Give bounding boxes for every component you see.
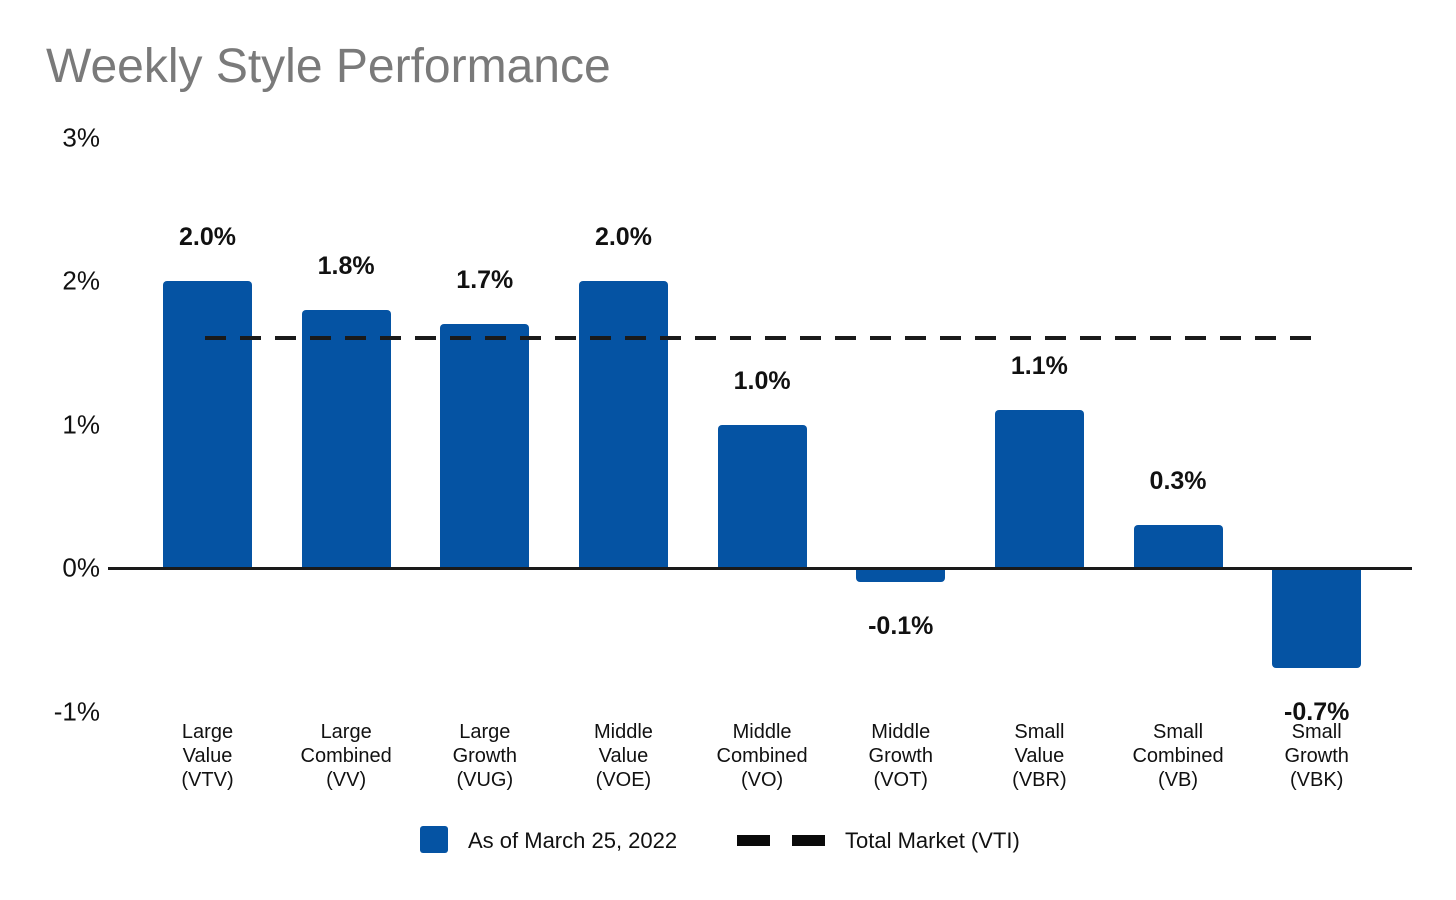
- bar-value-label: 1.0%: [733, 366, 791, 395]
- benchmark-dashed-line: [205, 336, 1315, 341]
- y-axis-tick-label: 1%: [62, 409, 100, 439]
- zero-axis-line: [108, 566, 1412, 570]
- y-axis-tick-label: 0%: [62, 552, 100, 583]
- legend-dash-icon: [737, 835, 770, 846]
- x-category-label: Small Growth (VBK): [1284, 721, 1349, 791]
- y-axis-tick-label: 3%: [62, 122, 100, 152]
- bar-value-label: 0.3%: [1149, 466, 1207, 495]
- bar: [994, 410, 1084, 568]
- bar-value-label: 2.0%: [179, 223, 236, 251]
- y-axis-tick-label: 2%: [62, 265, 100, 296]
- bar-value-label: 1.8%: [317, 251, 375, 280]
- bar-value-label: 1.7%: [456, 266, 514, 295]
- bar: [301, 309, 391, 568]
- legend-series-label: As of March 25, 2022: [468, 828, 678, 853]
- bar: [578, 281, 668, 568]
- bar: [440, 324, 530, 568]
- chart-title: Weekly Style Performance: [46, 40, 611, 93]
- x-category-label: Small Combined (VB): [1132, 721, 1224, 791]
- x-category-label: Middle Growth (VOT): [868, 721, 933, 791]
- y-axis-tick-label: -1%: [53, 696, 100, 726]
- x-category-label: Middle Combined (VO): [716, 721, 808, 791]
- legend-bar-swatch-icon: [420, 826, 448, 853]
- bar: [1272, 568, 1362, 669]
- legend-dash-icon: [792, 835, 825, 846]
- x-category-label: Large Combined (VV): [300, 721, 392, 791]
- bar: [1133, 524, 1223, 568]
- bar: [856, 568, 946, 583]
- bar-value-label: -0.7%: [1284, 698, 1350, 727]
- x-category-label: Small Value (VBR): [1012, 721, 1067, 791]
- bar-value-label: -0.1%: [868, 612, 934, 641]
- bar-value-label: 1.1%: [1010, 352, 1068, 381]
- x-category-label: Middle Value (VOE): [593, 721, 653, 791]
- bar: [163, 281, 252, 568]
- bar-value-label: 2.0%: [594, 223, 652, 251]
- x-category-label: Large Growth (VUG): [452, 721, 518, 791]
- legend-benchmark-label: Total Market (VTI): [845, 828, 1020, 853]
- bar: [717, 424, 807, 568]
- x-category-label: Large Value (VTV): [181, 721, 234, 791]
